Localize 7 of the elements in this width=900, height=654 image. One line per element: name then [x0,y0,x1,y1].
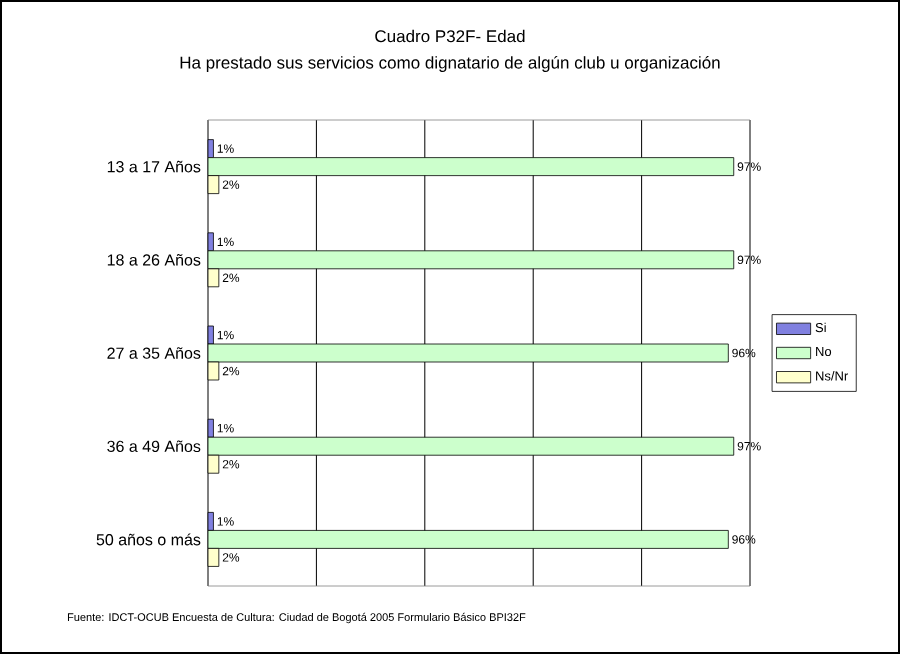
y-tick-label: 50 años o más [96,533,201,546]
y-tick-label: 36 a 49 Años [107,440,201,453]
y-tick-label: 27 a 35 Años [107,347,201,359]
y-tick-label: 18 a 26 Años [107,253,201,266]
chart-subtitle: Ha prestado sus servicios como dignatario de algún club u organización [180,55,720,72]
chart-title: Cuadro P32F- Edad [375,29,525,43]
y-tick-label: 13 a 17 Años [107,160,201,173]
